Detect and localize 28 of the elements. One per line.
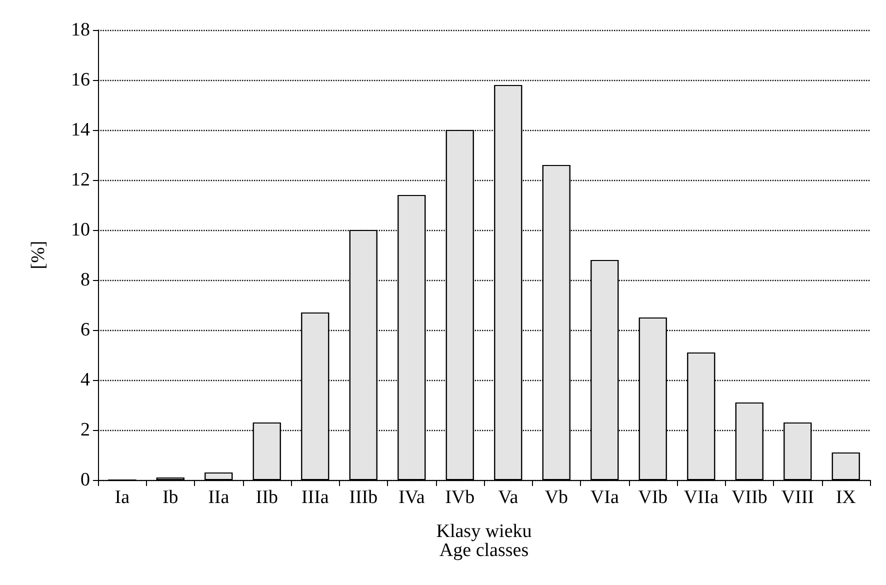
x-tick-label: VIIa	[684, 487, 720, 508]
y-tick-label: 14	[71, 120, 90, 140]
x-tick-label: IVb	[445, 487, 475, 508]
y-tick-label: 6	[80, 320, 90, 340]
y-tick-label: 16	[71, 70, 90, 90]
x-tick-label: IIa	[208, 487, 230, 508]
y-axis-title: [%]	[28, 240, 49, 270]
y-tick-label: 2	[80, 420, 90, 440]
y-tick-label: 0	[80, 470, 90, 490]
x-tick-label: VIIb	[731, 487, 768, 508]
y-tick-label: 12	[71, 170, 90, 190]
x-tick-label: IIIa	[301, 487, 330, 508]
x-tick-label: VIa	[590, 487, 620, 508]
x-tick-label: VIb	[638, 487, 668, 508]
x-tick-label: IX	[836, 487, 856, 508]
x-tick-label: Ia	[114, 487, 130, 508]
y-tick-label: 18	[71, 20, 90, 40]
y-tick-label: 4	[80, 370, 90, 390]
x-tick-label: VIII	[781, 487, 814, 508]
x-tick-label: Ib	[162, 487, 178, 508]
x-tick-label: IIIb	[349, 487, 378, 508]
x-tick-label: Vb	[544, 487, 568, 508]
x-tick-label: IVa	[398, 487, 426, 508]
x-tick-label: IIb	[256, 487, 278, 508]
y-tick-label: 8	[80, 270, 90, 290]
y-tick-label: 10	[71, 220, 90, 240]
x-axis-title: Klasy wieku Age classes	[436, 521, 532, 561]
x-tick-label: Va	[498, 487, 519, 508]
